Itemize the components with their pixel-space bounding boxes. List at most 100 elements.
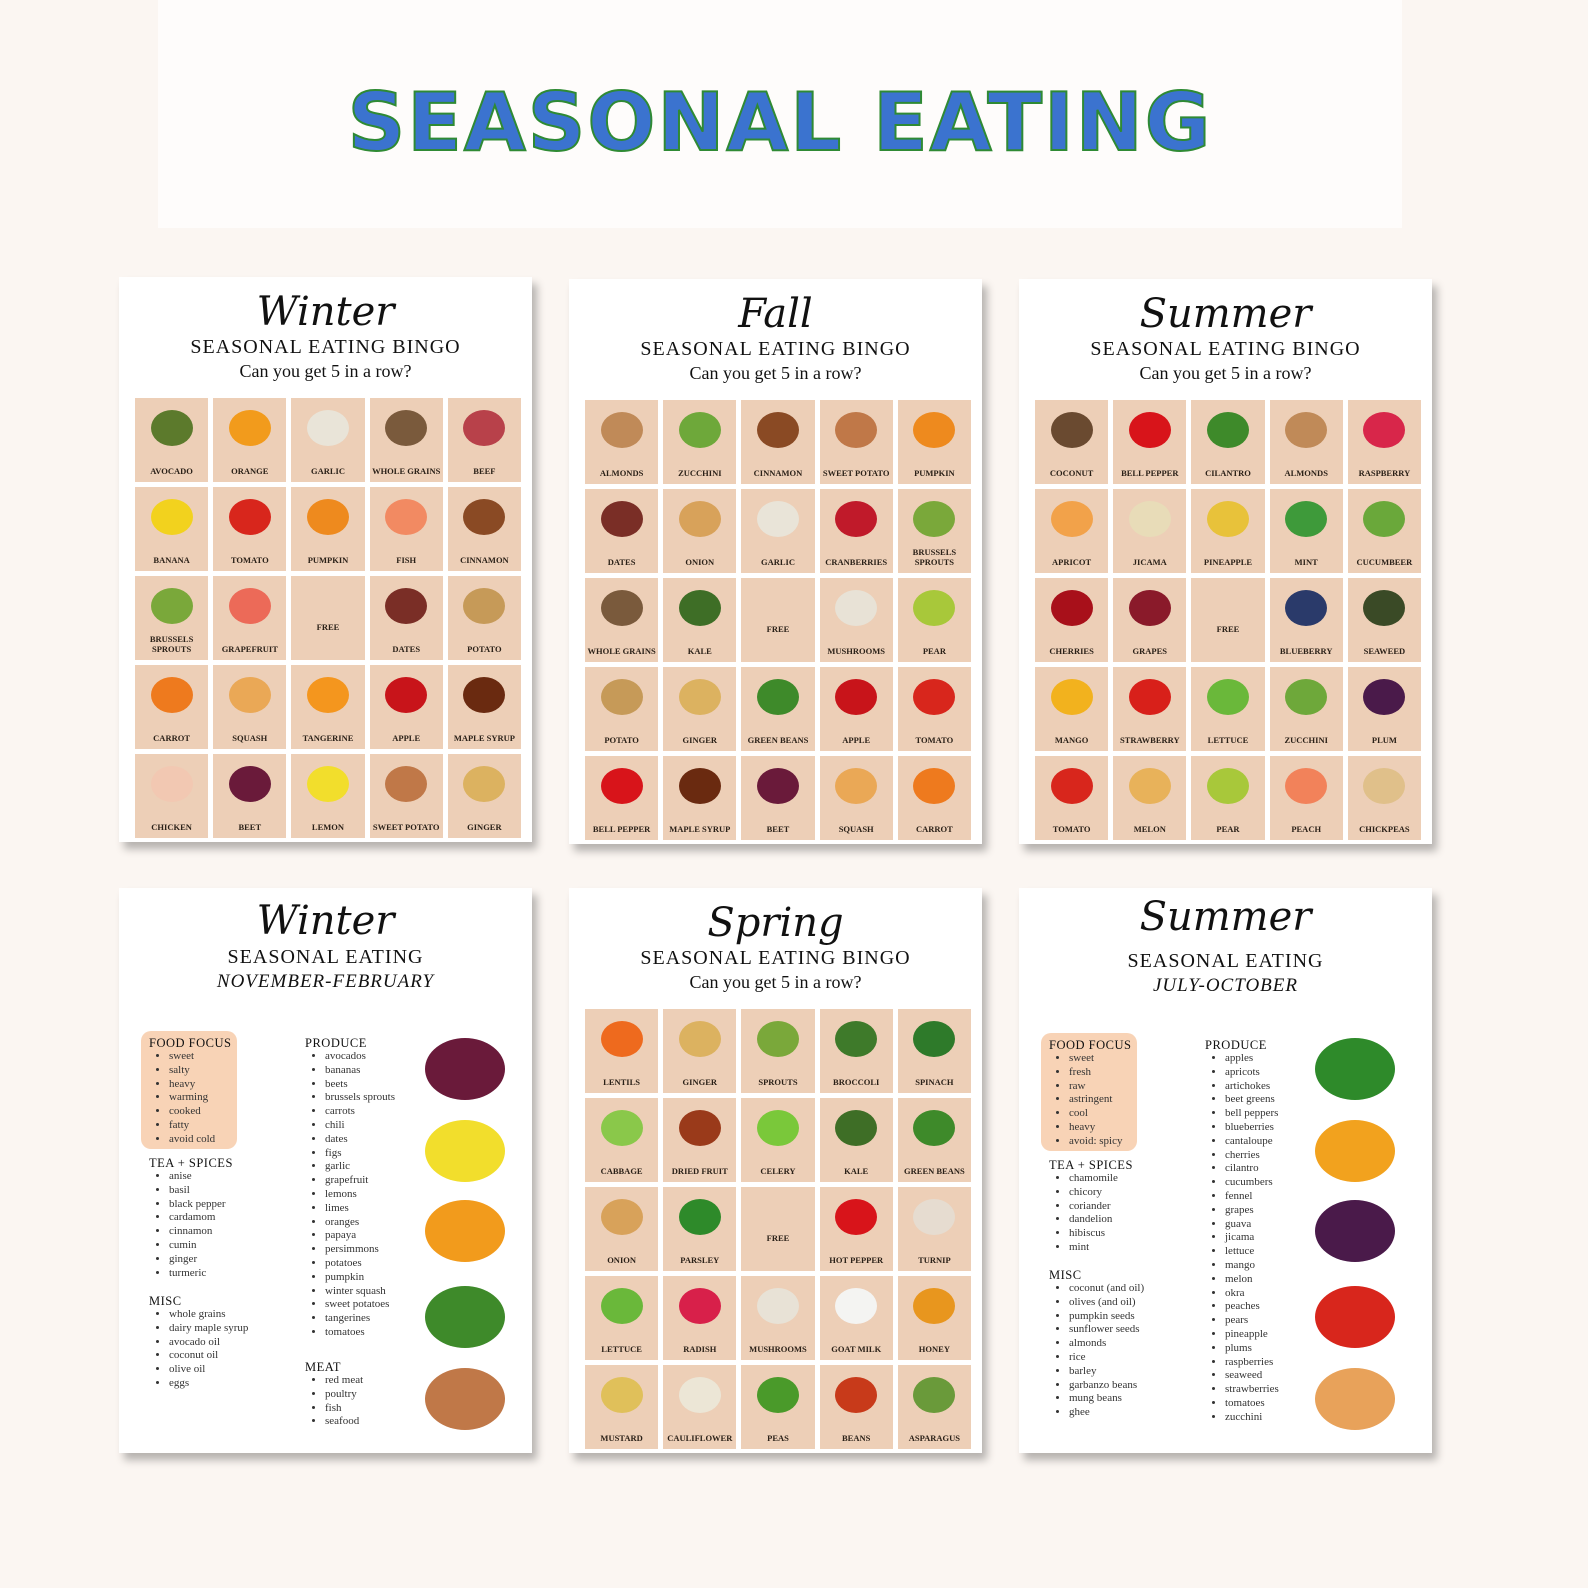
food-image bbox=[306, 410, 349, 446]
bingo-cell-label: PUMPKIN bbox=[307, 555, 349, 565]
mango-image bbox=[1315, 1120, 1395, 1182]
list-item: apples bbox=[1225, 1052, 1279, 1066]
list-card-summer: Summer SEASONAL EATING JULY-OCTOBER FOOD… bbox=[1019, 888, 1432, 1453]
food-image bbox=[678, 501, 721, 537]
list-item: sunflower seeds bbox=[1069, 1323, 1144, 1337]
bingo-cell: MAPLE SYRUP bbox=[663, 756, 737, 840]
bingo-cell-label: WHOLE GRAINS bbox=[372, 466, 441, 476]
bingo-cell: MUSTARD bbox=[585, 1365, 659, 1449]
bingo-cell: MINT bbox=[1269, 489, 1343, 573]
bingo-cell-label: TOMATO bbox=[915, 735, 954, 745]
food-image bbox=[835, 1110, 878, 1146]
bingo-grid: AVOCADO ORANGE GARLIC WHOLE GRAINS BEEF BANAN… bbox=[135, 398, 521, 838]
list-item: barley bbox=[1069, 1365, 1144, 1379]
card-title: SEASONAL EATING bbox=[227, 946, 424, 968]
bingo-cell: SPROUTS bbox=[741, 1009, 815, 1093]
bingo-cell: PINEAPPLE bbox=[1191, 489, 1265, 573]
bingo-cell-label: GREEN BEANS bbox=[904, 1166, 965, 1176]
bingo-cell: MUSHROOMS bbox=[741, 1276, 815, 1360]
list-item: bell peppers bbox=[1225, 1107, 1279, 1121]
food-image bbox=[463, 766, 506, 802]
food-image bbox=[463, 410, 506, 446]
bingo-cell: TOMATO bbox=[897, 667, 971, 751]
list-item: seaweed bbox=[1225, 1369, 1279, 1383]
bingo-cell: APPLE bbox=[369, 665, 443, 749]
food-image bbox=[1050, 768, 1093, 804]
bingo-cell-label: AVOCADO bbox=[150, 466, 193, 476]
bingo-cell-label: PINEAPPLE bbox=[1203, 557, 1253, 567]
bingo-cell: JICAMA bbox=[1113, 489, 1187, 573]
section-heading: FOOD FOCUS bbox=[1049, 1038, 1132, 1052]
food-image bbox=[756, 768, 799, 804]
food-image bbox=[835, 412, 878, 448]
section-heading: PRODUCE bbox=[305, 1036, 367, 1050]
bingo-cell: TURNIP bbox=[897, 1187, 971, 1271]
bingo-cell-label: CABBAGE bbox=[600, 1166, 643, 1176]
bingo-cell: GRAPES bbox=[1113, 578, 1187, 662]
bingo-cell: LETTUCE bbox=[1191, 667, 1265, 751]
food-image bbox=[913, 768, 956, 804]
bingo-cell-label: CHICKEN bbox=[151, 822, 192, 832]
bingo-cell-label: CHERRIES bbox=[1049, 646, 1094, 656]
food-image bbox=[913, 1199, 956, 1235]
list-item: persimmons bbox=[325, 1243, 395, 1257]
bingo-cell: CARROT bbox=[135, 665, 209, 749]
food-image bbox=[150, 766, 193, 802]
food-image bbox=[1206, 768, 1249, 804]
food-image bbox=[1285, 501, 1328, 537]
bingo-cell: ONION bbox=[585, 1187, 659, 1271]
list-item: pumpkin bbox=[325, 1271, 395, 1285]
bingo-cell: WHOLE GRAINS bbox=[585, 578, 659, 662]
list-item: coconut (and oil) bbox=[1069, 1282, 1144, 1296]
bingo-cell: MELON bbox=[1113, 756, 1187, 840]
food-image bbox=[306, 499, 349, 535]
bingo-cell-label: GOAT MILK bbox=[831, 1344, 882, 1354]
food-image bbox=[756, 412, 799, 448]
bingo-cell: GRAPEFRUIT bbox=[213, 576, 287, 660]
bingo-cell: CHICKEN bbox=[135, 754, 209, 838]
food-image bbox=[600, 1377, 643, 1413]
food-image bbox=[1285, 679, 1328, 715]
bingo-cell: ZUCCHINI bbox=[663, 400, 737, 484]
bingo-cell-label: COCONUT bbox=[1049, 468, 1094, 478]
food-image bbox=[1128, 768, 1171, 804]
food-image bbox=[150, 410, 193, 446]
list-item: salty bbox=[169, 1064, 231, 1078]
food-image bbox=[385, 766, 428, 802]
bingo-cell: GINGER bbox=[447, 754, 521, 838]
bingo-cell-label: CHICKPEAS bbox=[1359, 824, 1410, 834]
bingo-cell-label: LETTUCE bbox=[601, 1344, 642, 1354]
misc-section: MISC whole grainsdairy maple syrupavocad… bbox=[149, 1294, 248, 1391]
bingo-cell-label: HOT PEPPER bbox=[829, 1255, 884, 1265]
list-item: cool bbox=[1069, 1107, 1131, 1121]
bingo-cell-label: PARSLEY bbox=[680, 1255, 720, 1265]
food-image bbox=[600, 1021, 643, 1057]
food-image bbox=[913, 1377, 956, 1413]
list-item: okra bbox=[1225, 1287, 1279, 1301]
bingo-cell-label: MINT bbox=[1294, 557, 1318, 567]
food-image bbox=[835, 1288, 878, 1324]
bingo-cell: HONEY bbox=[897, 1276, 971, 1360]
list-item: pumpkin seeds bbox=[1069, 1310, 1144, 1324]
food-image bbox=[835, 679, 878, 715]
bingo-cell-label: BRUSSELS SPROUTS bbox=[149, 634, 194, 654]
bingo-cell: TOMATO bbox=[213, 487, 287, 571]
food-image bbox=[600, 768, 643, 804]
food-image bbox=[835, 1021, 878, 1057]
bingo-cell: MANGO bbox=[1035, 667, 1109, 751]
bingo-cell-label: TOMATO bbox=[230, 555, 269, 565]
bingo-cell: SQUASH bbox=[819, 756, 893, 840]
bingo-cell: BROCCOLI bbox=[819, 1009, 893, 1093]
banner: SEASONAL EATING bbox=[158, 0, 1402, 228]
bingo-cell: FISH bbox=[369, 487, 443, 571]
food-image bbox=[678, 1288, 721, 1324]
bingo-cell: PUMPKIN bbox=[291, 487, 365, 571]
tea-spices-list: chamomilechicorycorianderdandelionhibisc… bbox=[1049, 1172, 1133, 1255]
bingo-cell-label: APPLE bbox=[842, 735, 871, 745]
list-item: avoid cold bbox=[169, 1133, 231, 1147]
list-item: limes bbox=[325, 1202, 395, 1216]
list-item: rice bbox=[1069, 1351, 1144, 1365]
bingo-cell-label: BEET bbox=[766, 824, 790, 834]
bingo-card-winter: Winter SEASONAL EATING BINGO Can you get… bbox=[119, 277, 532, 842]
bingo-cell-label: FREE bbox=[766, 1233, 790, 1243]
